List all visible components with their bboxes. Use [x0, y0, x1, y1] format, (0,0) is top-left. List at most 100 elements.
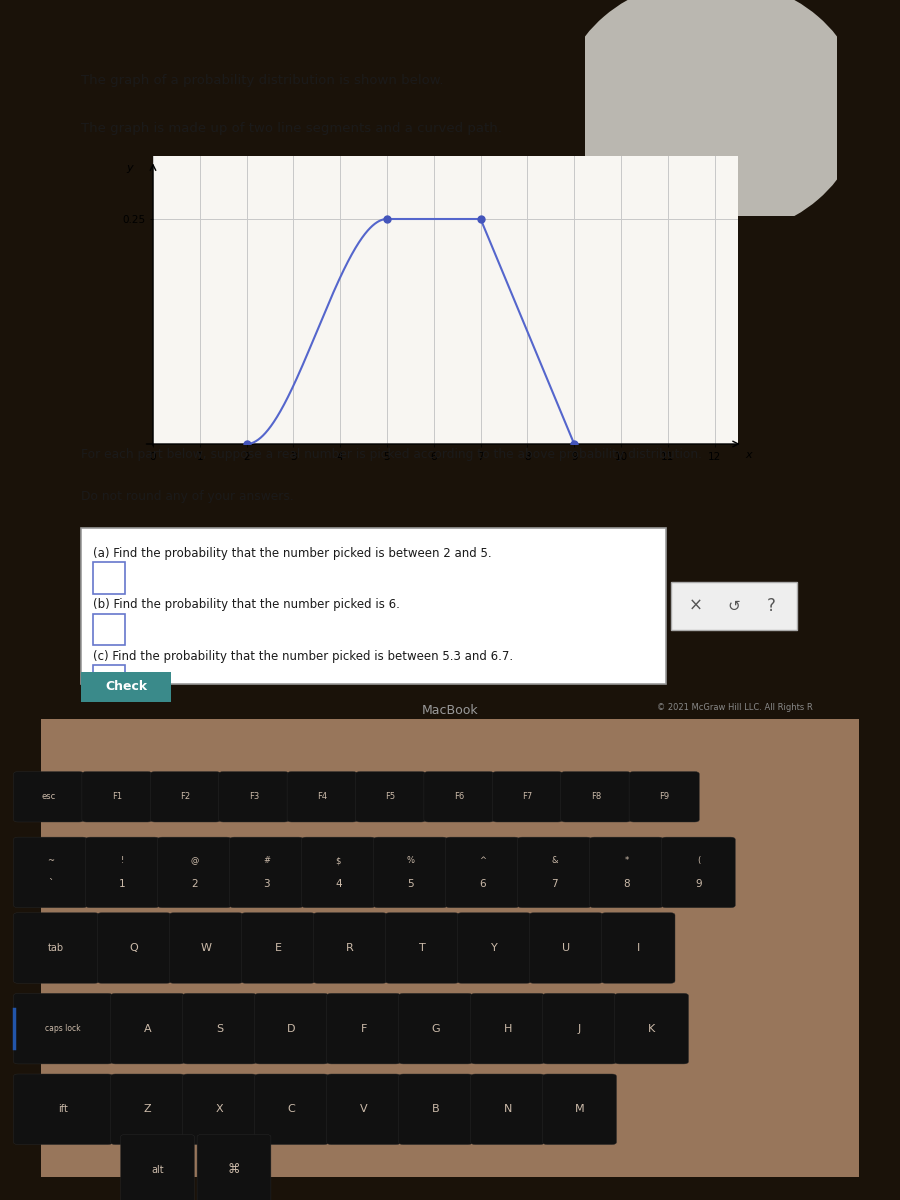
FancyBboxPatch shape	[81, 528, 666, 684]
Text: H: H	[503, 1024, 512, 1033]
Text: 9: 9	[695, 880, 702, 889]
Text: R: R	[346, 943, 354, 953]
Text: F7: F7	[522, 792, 533, 802]
FancyBboxPatch shape	[457, 913, 531, 983]
Text: C: C	[288, 1104, 295, 1115]
FancyBboxPatch shape	[543, 1074, 616, 1145]
FancyBboxPatch shape	[424, 772, 494, 822]
FancyBboxPatch shape	[93, 665, 125, 696]
FancyBboxPatch shape	[327, 1074, 400, 1145]
Text: T: T	[418, 943, 426, 953]
Text: ~: ~	[47, 856, 54, 865]
FancyBboxPatch shape	[158, 838, 231, 907]
Text: X: X	[216, 1104, 223, 1115]
Text: (: (	[697, 856, 700, 865]
FancyBboxPatch shape	[492, 772, 562, 822]
FancyBboxPatch shape	[14, 913, 99, 983]
Text: 6: 6	[479, 880, 486, 889]
FancyBboxPatch shape	[471, 994, 544, 1064]
FancyBboxPatch shape	[399, 1074, 472, 1145]
FancyBboxPatch shape	[14, 1074, 112, 1145]
FancyBboxPatch shape	[374, 838, 447, 907]
Text: Y: Y	[491, 943, 498, 953]
Text: ×: ×	[688, 596, 703, 614]
Text: $: $	[336, 856, 341, 865]
Text: !: !	[121, 856, 124, 865]
Text: V: V	[360, 1104, 367, 1115]
Text: ?: ?	[767, 596, 776, 614]
FancyBboxPatch shape	[111, 1074, 184, 1145]
Text: Z: Z	[144, 1104, 151, 1115]
Text: 5: 5	[407, 880, 414, 889]
FancyBboxPatch shape	[93, 613, 125, 646]
FancyBboxPatch shape	[327, 994, 400, 1064]
FancyBboxPatch shape	[629, 772, 699, 822]
Text: J: J	[578, 1024, 581, 1033]
Text: ift: ift	[58, 1104, 68, 1115]
FancyBboxPatch shape	[399, 994, 472, 1064]
Text: *: *	[625, 856, 628, 865]
FancyBboxPatch shape	[14, 838, 87, 907]
Text: y: y	[126, 163, 133, 173]
Text: The graph of a probability distribution is shown below.: The graph of a probability distribution …	[81, 74, 444, 88]
Text: F: F	[360, 1024, 367, 1033]
FancyBboxPatch shape	[543, 994, 616, 1064]
Text: ↺: ↺	[727, 599, 740, 613]
Text: 3: 3	[263, 880, 270, 889]
FancyBboxPatch shape	[615, 994, 688, 1064]
FancyBboxPatch shape	[313, 913, 387, 983]
Text: F5: F5	[385, 792, 396, 802]
Text: M: M	[575, 1104, 584, 1115]
FancyBboxPatch shape	[183, 1074, 256, 1145]
FancyBboxPatch shape	[590, 838, 663, 907]
FancyBboxPatch shape	[601, 913, 675, 983]
Text: F9: F9	[659, 792, 670, 802]
Text: S: S	[216, 1024, 223, 1033]
FancyBboxPatch shape	[302, 838, 375, 907]
Text: (c) Find the probability that the number picked is between 5.3 and 6.7.: (c) Find the probability that the number…	[93, 649, 513, 662]
FancyBboxPatch shape	[150, 772, 220, 822]
Text: E: E	[274, 943, 282, 953]
Text: x: x	[745, 450, 751, 460]
FancyBboxPatch shape	[385, 913, 459, 983]
FancyBboxPatch shape	[662, 838, 735, 907]
Text: B: B	[432, 1104, 439, 1115]
FancyBboxPatch shape	[241, 913, 315, 983]
FancyBboxPatch shape	[97, 913, 171, 983]
Text: Q: Q	[130, 943, 139, 953]
FancyBboxPatch shape	[446, 838, 519, 907]
FancyBboxPatch shape	[219, 772, 289, 822]
Text: (a) Find the probability that the number picked is between 2 and 5.: (a) Find the probability that the number…	[93, 547, 491, 559]
Text: I: I	[636, 943, 640, 953]
Text: 7: 7	[551, 880, 558, 889]
Text: @: @	[190, 856, 199, 865]
Text: tab: tab	[49, 943, 64, 953]
Text: F4: F4	[317, 792, 328, 802]
Text: esc: esc	[41, 792, 56, 802]
Text: F8: F8	[590, 792, 601, 802]
FancyBboxPatch shape	[82, 772, 152, 822]
Text: G: G	[431, 1024, 440, 1033]
FancyBboxPatch shape	[121, 1134, 194, 1200]
FancyBboxPatch shape	[197, 1134, 271, 1200]
Text: Do not round any of your answers.: Do not round any of your answers.	[81, 490, 293, 503]
Text: For each part below, suppose a real number is picked according to the above prob: For each part below, suppose a real numb…	[81, 448, 702, 461]
Text: #: #	[263, 856, 270, 865]
FancyBboxPatch shape	[183, 994, 256, 1064]
Text: The graph is made up of two line segments and a curved path.: The graph is made up of two line segment…	[81, 122, 502, 136]
Text: 2: 2	[191, 880, 198, 889]
Text: F2: F2	[180, 792, 191, 802]
FancyBboxPatch shape	[93, 563, 125, 594]
FancyBboxPatch shape	[561, 772, 631, 822]
Text: A: A	[144, 1024, 151, 1033]
Ellipse shape	[560, 0, 862, 238]
Text: MacBook: MacBook	[422, 704, 478, 718]
Text: %: %	[407, 856, 414, 865]
FancyBboxPatch shape	[356, 772, 426, 822]
Text: &: &	[551, 856, 558, 865]
FancyBboxPatch shape	[86, 838, 159, 907]
FancyBboxPatch shape	[471, 1074, 544, 1145]
Text: N: N	[503, 1104, 512, 1115]
Text: ^: ^	[479, 856, 486, 865]
Text: K: K	[648, 1024, 655, 1033]
